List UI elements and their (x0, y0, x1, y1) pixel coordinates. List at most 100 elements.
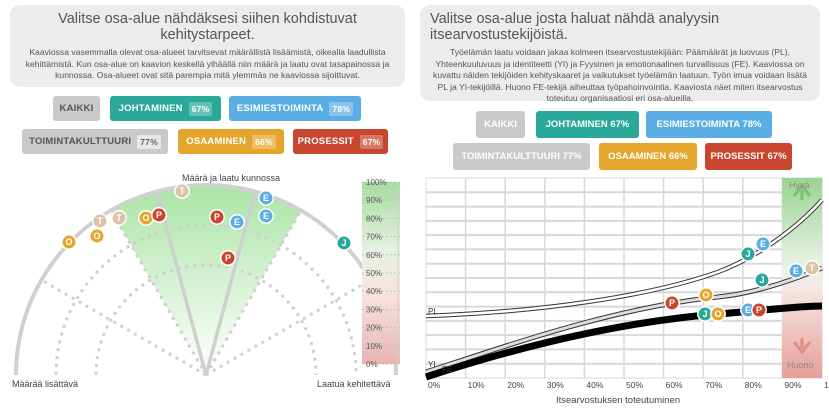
left-marker-p[interactable]: P (209, 209, 225, 225)
left-marker-o[interactable]: O (138, 210, 154, 226)
marker-letter: E (263, 211, 269, 221)
scale-tick-label: 0% (366, 360, 378, 369)
left-marker-t[interactable]: T (111, 210, 127, 226)
right-marker-p[interactable]: P (664, 295, 680, 311)
down-arrow-icon (792, 338, 812, 355)
x-tick-label: 0% (428, 380, 441, 390)
scale-tick-label: 30% (366, 305, 382, 314)
right-marker-o[interactable]: O (698, 287, 714, 303)
marker-letter: T (179, 186, 185, 196)
marker-letter: O (702, 290, 709, 300)
marker-circle (755, 236, 771, 252)
left-marker-e[interactable]: E (258, 190, 274, 206)
right-axis-label: Laatua kehitettävä (317, 379, 391, 389)
right-button-johtaminen[interactable]: JOHTAMINEN 67% (536, 111, 639, 138)
scale-tick-label: 40% (366, 287, 382, 296)
button-percent: 78% (329, 101, 354, 116)
marker-letter: J (702, 309, 707, 319)
marker-letter: T (97, 216, 103, 226)
marker-letter: P (669, 298, 675, 308)
left-button-kaikki[interactable]: KAIKKI (53, 96, 100, 121)
right-curve-chart: PLYIFE0%10%20%30%40%50%60%70%80%90%100% … (424, 177, 829, 390)
left-marker-e[interactable]: E (229, 214, 245, 230)
x-tick-label: 30% (547, 380, 564, 390)
marker-letter: P (225, 253, 231, 263)
button-label: ESIMIESTOIMINTA (236, 103, 324, 114)
left-marker-o[interactable]: O (89, 228, 105, 244)
left-marker-e[interactable]: E (258, 208, 274, 224)
left-marker-j[interactable]: J (336, 235, 352, 251)
marker-circle (209, 209, 225, 225)
right-button-toimintakulttuuri[interactable]: TOIMINTAKULTTUURI 77% (453, 143, 590, 170)
marker-circle (258, 208, 274, 224)
x-tick-label: 80% (745, 380, 762, 390)
marker-circle (111, 210, 127, 226)
x-tick-label: 90% (784, 380, 801, 390)
spoke (155, 191, 208, 376)
left-marker-p[interactable]: P (220, 250, 236, 266)
left-marker-o[interactable]: O (61, 234, 77, 250)
right-button-kaikki[interactable]: KAIKKI (476, 111, 525, 138)
right-button-osaaminen[interactable]: OSAAMINEN 66% (599, 143, 697, 170)
marker-circle (174, 183, 190, 199)
marker-letter: E (263, 193, 269, 203)
left-button-osaaminen[interactable]: OSAAMINEN 66% (178, 129, 284, 154)
scale-tick-label: 90% (366, 196, 382, 205)
scale-tick-label: 50% (366, 269, 382, 278)
left-button-prosessit[interactable]: PROSESSIT 67% (293, 129, 388, 154)
right-info-box: Valitse osa-alue josta haluat nähdä anal… (420, 5, 820, 103)
marker-circle (220, 250, 236, 266)
button-label: OSAAMINEN (186, 136, 247, 147)
marker-letter: J (759, 275, 764, 285)
marker-letter: P (156, 210, 162, 220)
right-title: Valitse osa-alue josta haluat nähdä anal… (430, 11, 720, 43)
marker-circle (92, 213, 108, 229)
pl-curve (425, 199, 823, 318)
curve-label: PL (428, 307, 438, 316)
marker-circle (804, 260, 820, 276)
right-marker-j[interactable]: J (697, 306, 713, 322)
right-button-esimiestoiminta[interactable]: ESIMIESTOIMINTA 78% (646, 111, 772, 138)
marker-letter: E (234, 217, 240, 227)
marker-letter: O (65, 237, 72, 247)
right-button-prosessit[interactable]: PROSESSIT 67% (705, 143, 792, 170)
x-tick-label: 60% (666, 380, 683, 390)
x-tick-label: 50% (626, 380, 643, 390)
x-axis-label: Itsearvostuksen toteutuminen (556, 395, 681, 406)
right-marker-o[interactable]: O (710, 306, 726, 322)
left-marker-p[interactable]: P (151, 207, 167, 223)
left-button-esimiestoiminta[interactable]: ESIMIESTOIMINTA 78% (229, 96, 361, 121)
marker-letter: O (142, 213, 149, 223)
quality-zone (111, 184, 301, 375)
button-percent: 66% (252, 134, 276, 149)
left-button-toimintakulttuuri[interactable]: TOIMINTAKULTTUURI 77% (22, 129, 168, 154)
marker-letter: T (116, 213, 122, 223)
marker-letter: O (93, 231, 100, 241)
scale-tick-label: 10% (366, 342, 382, 351)
button-label: KAIKKI (59, 103, 94, 114)
left-marker-t[interactable]: T (92, 213, 108, 229)
marker-circle (89, 228, 105, 244)
marker-letter: P (756, 305, 762, 315)
button-percent: 67% (188, 101, 213, 116)
top-label: Määrä ja laatu kunnossa (182, 173, 281, 183)
marker-circle (664, 295, 680, 311)
marker-letter: J (745, 249, 750, 259)
right-marker-t[interactable]: T (804, 260, 820, 276)
x-tick-label: 20% (507, 380, 524, 390)
right-marker-e[interactable]: E (755, 236, 771, 252)
scale-tick-label: 100% (366, 178, 386, 187)
marker-circle (258, 190, 274, 206)
marker-letter: E (793, 266, 799, 276)
marker-circle (740, 246, 756, 262)
fe-curve (424, 302, 823, 381)
right-marker-p[interactable]: P (751, 302, 767, 318)
left-button-johtaminen[interactable]: JOHTAMINEN 67% (110, 96, 221, 121)
left-marker-t[interactable]: T (174, 183, 190, 199)
right-marker-j[interactable]: J (754, 272, 770, 288)
right-marker-e[interactable]: E (788, 263, 804, 279)
marker-circle (151, 207, 167, 223)
hyva-label: Hyvä (789, 180, 810, 190)
curve-label: FE (442, 365, 452, 374)
right-marker-j[interactable]: J (740, 246, 756, 262)
